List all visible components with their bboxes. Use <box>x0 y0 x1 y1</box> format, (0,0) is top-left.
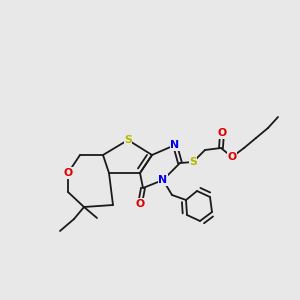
Text: S: S <box>189 157 197 167</box>
Text: O: O <box>63 168 73 178</box>
Text: N: N <box>158 175 168 185</box>
Text: O: O <box>227 152 237 162</box>
Text: O: O <box>135 199 145 209</box>
Text: S: S <box>124 135 132 145</box>
Text: N: N <box>170 140 180 150</box>
Text: O: O <box>218 128 226 138</box>
